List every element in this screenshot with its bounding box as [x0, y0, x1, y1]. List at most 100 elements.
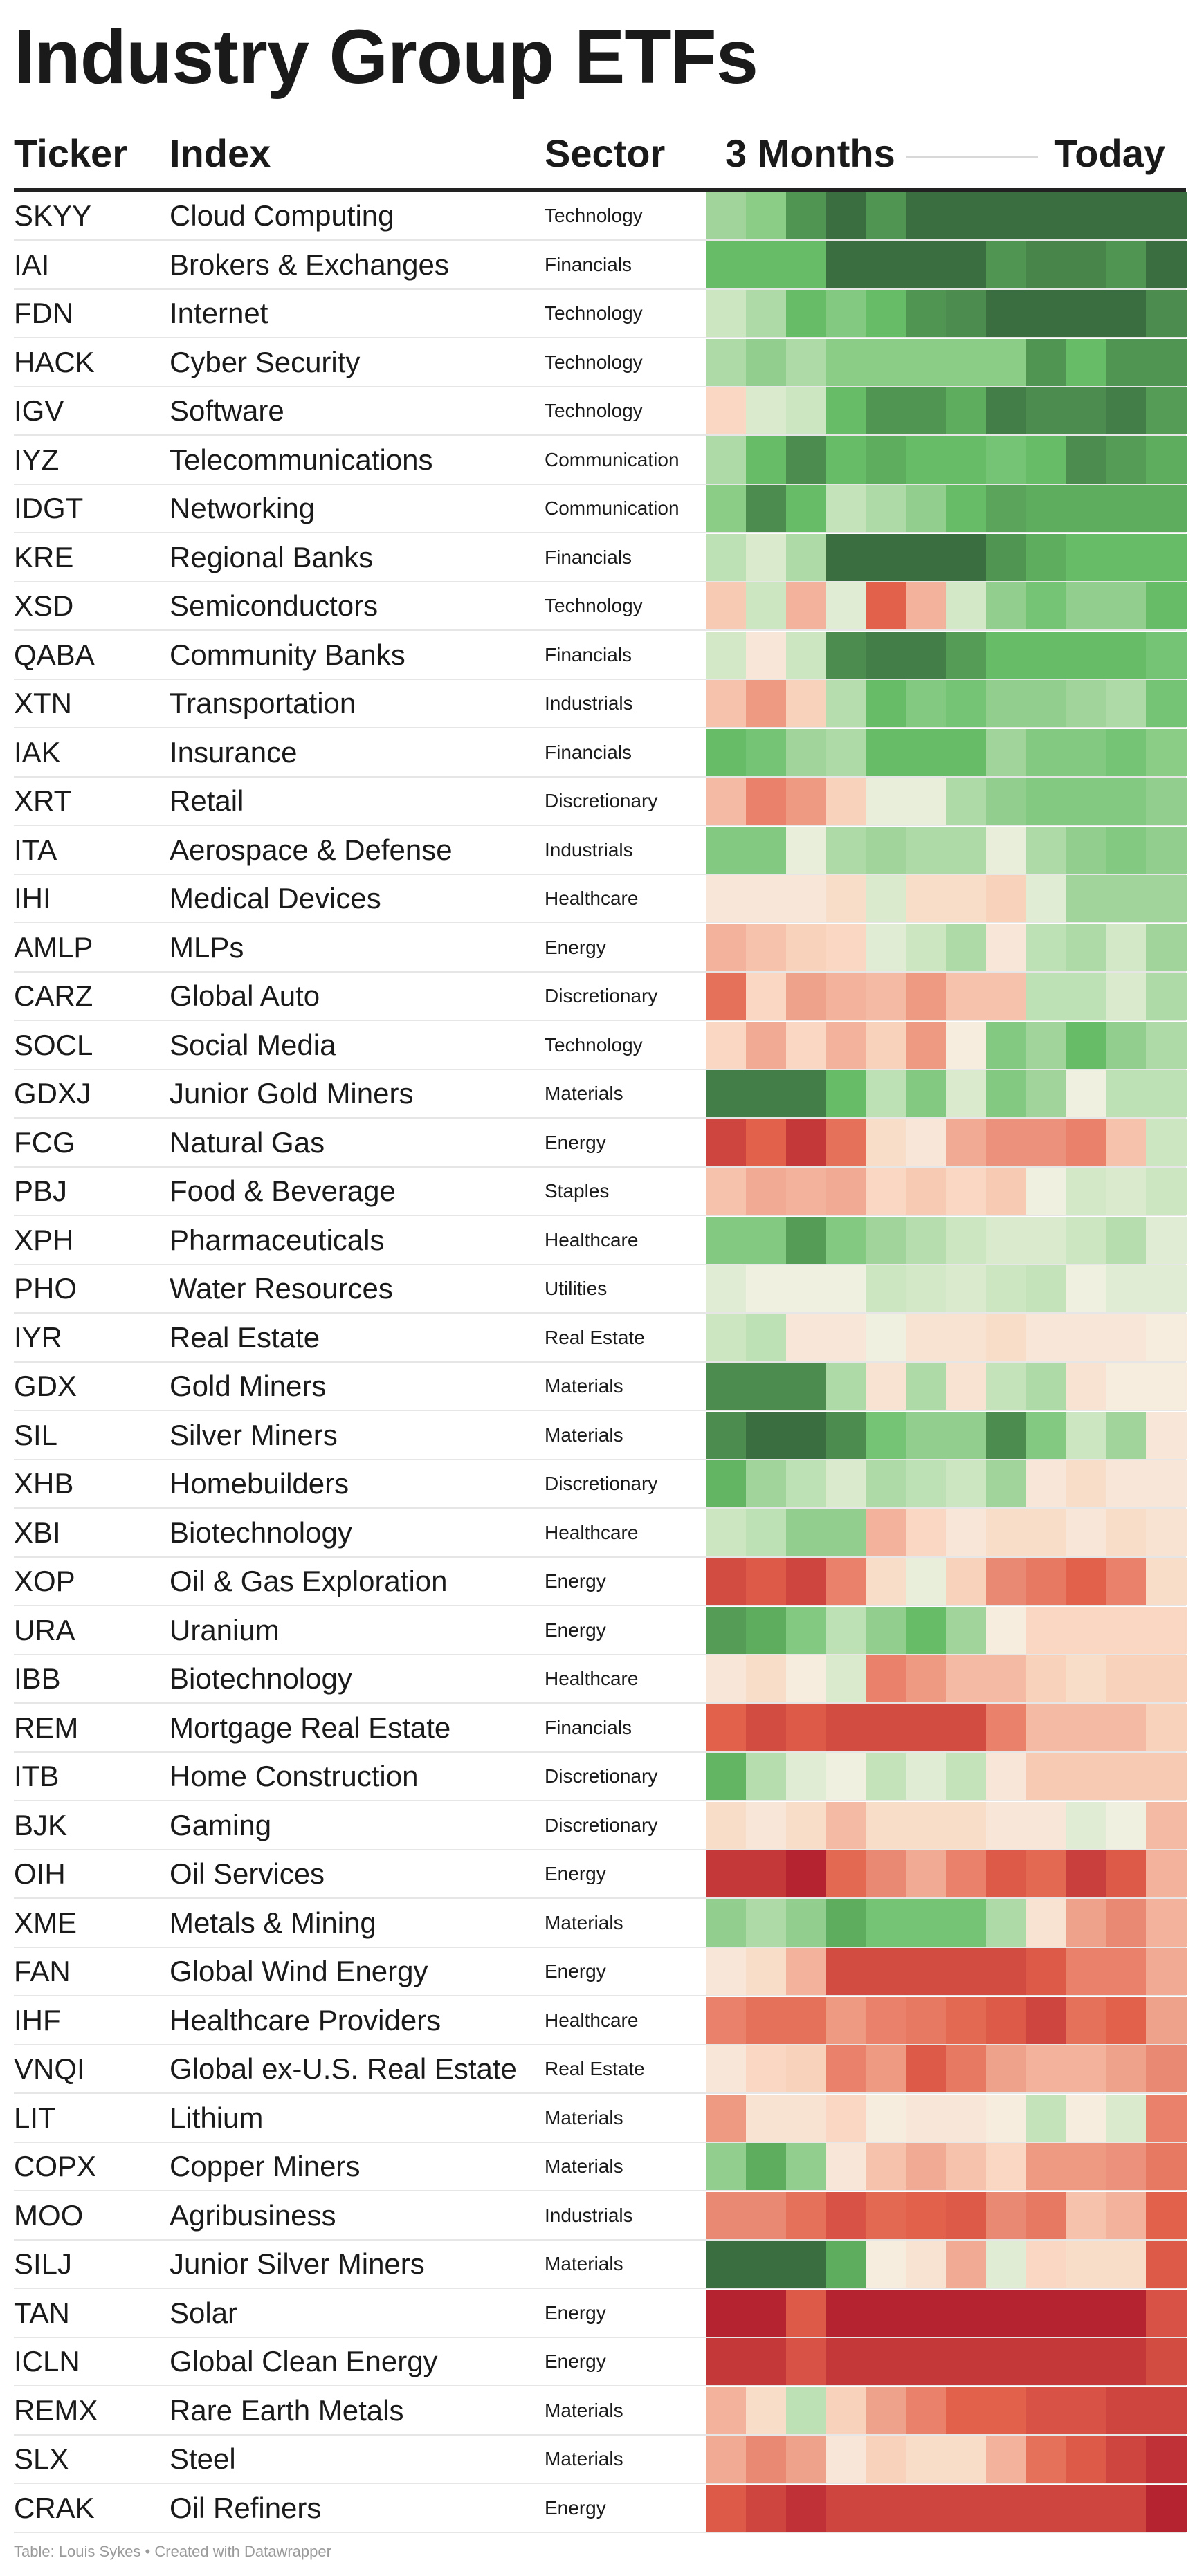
- heatmap-cell: [1106, 2094, 1147, 2142]
- heatmap-cell: [1025, 192, 1067, 239]
- heatmap-cell: [826, 1996, 866, 2044]
- heatmap-cell: [745, 2094, 787, 2142]
- sector-label: Technology: [545, 1033, 643, 1056]
- heatmap-cell: [946, 631, 987, 679]
- sector-label: Industrials: [545, 692, 633, 714]
- heatmap-cell: [946, 1460, 987, 1507]
- heatmap-cell: [785, 1460, 827, 1507]
- sector-label: Industrials: [545, 2204, 633, 2226]
- index-label: Regional Banks: [170, 540, 374, 573]
- heatmap-cell: [985, 290, 1027, 337]
- table-row: IHF Healthcare Providers Healthcare: [0, 1996, 1204, 2045]
- sector-label: Discretionary: [545, 1473, 658, 1494]
- heatmap-cell: [706, 826, 747, 874]
- heatmap-cell: [1066, 1996, 1106, 2044]
- heatmap-cell: [785, 2143, 827, 2190]
- page-title: Industry Group ETFs: [14, 15, 758, 100]
- heatmap-cell: [1025, 2191, 1067, 2239]
- ticker-label: TAN: [14, 2296, 70, 2329]
- index-label: Rare Earth Metals: [170, 2393, 404, 2427]
- heatmap-cell: [745, 2241, 787, 2288]
- heatmap-cell: [1146, 1850, 1187, 1897]
- row-divider: [14, 1410, 1186, 1411]
- heatmap-cells: [706, 1119, 1187, 1166]
- heatmap-cell: [826, 387, 866, 434]
- index-column-header: Index: [170, 131, 271, 175]
- heatmap-cell: [826, 1509, 866, 1556]
- heatmap-cell: [1025, 1753, 1067, 1800]
- heatmap-cell: [785, 1021, 827, 1069]
- heatmap-cell: [1146, 778, 1187, 825]
- table-row: ITB Home Construction Discretionary: [0, 1753, 1204, 1801]
- row-divider: [14, 2385, 1186, 2386]
- heatmap-cell: [706, 2338, 747, 2385]
- heatmap-cell: [745, 436, 787, 484]
- row-divider: [14, 2434, 1186, 2436]
- heatmap-cell: [1066, 387, 1106, 434]
- row-divider: [14, 2288, 1186, 2289]
- heatmap-cell: [1066, 826, 1106, 874]
- heatmap-cell: [826, 1265, 866, 1312]
- row-divider: [14, 970, 1186, 973]
- ticker-label: IYZ: [14, 443, 60, 476]
- heatmap-cell: [946, 680, 987, 727]
- index-label: Medical Devices: [170, 882, 381, 914]
- heatmap-cell: [866, 2045, 906, 2092]
- heatmap-cell: [946, 1314, 987, 1361]
- table-row: MOO Agribusiness Industrials: [0, 2191, 1204, 2241]
- heatmap-cell: [1146, 1948, 1187, 1995]
- heatmap-cell: [706, 387, 747, 434]
- heatmap-cell: [866, 2289, 906, 2337]
- heatmap-cell: [1066, 1216, 1106, 1264]
- heatmap-cell: [745, 875, 787, 922]
- heatmap-cell: [1066, 1801, 1106, 1849]
- heatmap-cell: [1066, 2191, 1106, 2239]
- heatmap-cell: [946, 2484, 987, 2532]
- heatmap-cell: [1025, 387, 1067, 434]
- heatmap-cell: [1146, 2338, 1187, 2385]
- heatmap-cells: [706, 338, 1187, 386]
- sector-label: Energy: [545, 936, 606, 958]
- heatmap-cell: [785, 533, 827, 581]
- source-note: Table: Louis Sykes • Created with Datawr…: [14, 2543, 331, 2560]
- heatmap-cell: [826, 1216, 866, 1264]
- heatmap-cell: [1025, 1850, 1067, 1897]
- heatmap-cell: [985, 1606, 1027, 1654]
- table-row: CARZ Global Auto Discretionary: [0, 973, 1204, 1021]
- heatmap-cell: [1066, 338, 1106, 386]
- heatmap-cell: [745, 973, 787, 1020]
- sector-label: Real Estate: [545, 2058, 645, 2079]
- heatmap-cell: [985, 2143, 1027, 2190]
- heatmap-cell: [906, 1363, 947, 1410]
- ticker-label: HACK: [14, 345, 95, 378]
- heatmap-cell: [785, 728, 827, 776]
- heatmap-cell: [985, 241, 1027, 288]
- sector-label: Discretionary: [545, 1765, 658, 1787]
- heatmap-cell: [906, 241, 947, 288]
- heatmap-cell: [826, 826, 866, 874]
- row-divider: [14, 483, 1186, 485]
- heatmap-cell: [906, 582, 947, 629]
- heatmap-cell: [1146, 680, 1187, 727]
- row-divider: [14, 1361, 1186, 1363]
- heatmap-cell: [906, 1801, 947, 1849]
- sector-label: Healthcare: [545, 887, 639, 909]
- heatmap-cell: [906, 338, 947, 386]
- index-label: Software: [170, 394, 284, 427]
- heatmap-cell: [1106, 2241, 1147, 2288]
- index-label: Insurance: [170, 735, 298, 769]
- heatmap-cell: [906, 2241, 947, 2288]
- heatmap-cell: [1146, 631, 1187, 679]
- heatmap-cell: [1066, 2143, 1106, 2190]
- heatmap-cell: [1106, 875, 1147, 922]
- heatmap-cell: [706, 1363, 747, 1410]
- index-label: Brokers & Exchanges: [170, 248, 449, 281]
- heatmap-cell: [866, 1558, 906, 1605]
- heatmap-cell: [745, 338, 787, 386]
- heatmap-cell: [985, 192, 1027, 239]
- heatmap-cell: [1106, 2143, 1147, 2190]
- sector-label: Materials: [545, 2399, 623, 2421]
- heatmap-cell: [866, 1314, 906, 1361]
- heatmap-cells: [706, 192, 1187, 239]
- index-label: Metals & Mining: [170, 1906, 376, 1939]
